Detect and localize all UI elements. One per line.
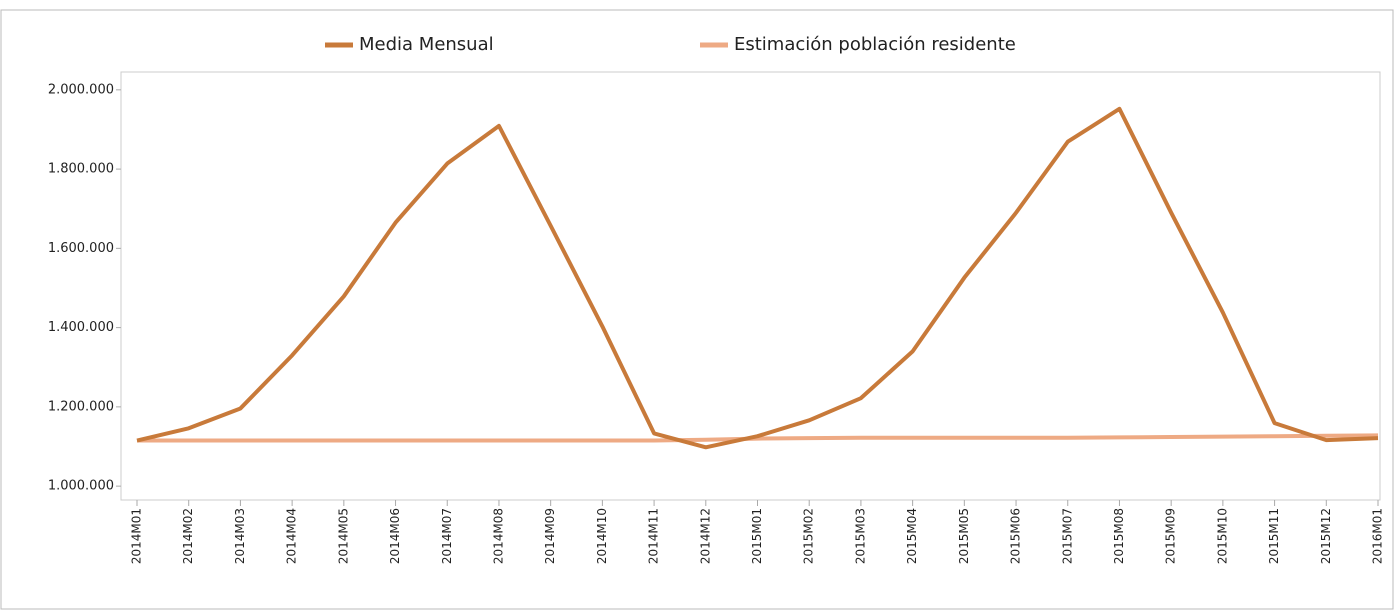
x-tick-label: 2014M06 xyxy=(388,508,402,564)
x-tick-label: 2015M12 xyxy=(1319,508,1333,564)
x-tick-label: 2016M01 xyxy=(1371,508,1385,564)
x-tick-label: 2015M08 xyxy=(1112,508,1126,564)
x-tick-label: 2014M07 xyxy=(440,508,454,564)
x-tick-label: 2014M05 xyxy=(336,508,350,564)
x-tick-label: 2015M05 xyxy=(957,508,971,564)
series-line xyxy=(137,433,1379,443)
x-tick-label: 2014M10 xyxy=(595,508,609,564)
x-tick-label: 2014M08 xyxy=(491,508,505,564)
chart-frame xyxy=(0,9,1394,610)
legend-label: Media Mensual xyxy=(359,34,494,55)
y-tick-label: 1.400.000 xyxy=(48,320,114,335)
y-tick-label: 1.600.000 xyxy=(48,241,114,256)
y-tick-label: 1.800.000 xyxy=(48,162,114,177)
plot-area xyxy=(120,71,1381,501)
x-tick-label: 2015M03 xyxy=(853,508,867,564)
x-tick-label: 2015M07 xyxy=(1060,508,1074,564)
x-tick-label: 2015M04 xyxy=(905,508,919,564)
x-tick-label: 2014M01 xyxy=(130,508,144,564)
legend-label: Estimación población residente xyxy=(734,34,1016,55)
x-tick-label: 2014M12 xyxy=(698,508,712,564)
y-tick-label: 1.000.000 xyxy=(48,479,114,494)
x-tick-label: 2014M03 xyxy=(233,508,247,564)
y-tick-label: 2.000.000 xyxy=(48,82,114,97)
x-tick-label: 2015M01 xyxy=(750,508,764,564)
x-tick-label: 2014M04 xyxy=(285,508,299,564)
x-tick-label: 2014M02 xyxy=(181,508,195,564)
x-tick-label: 2015M10 xyxy=(1215,508,1229,564)
x-tick-label: 2015M06 xyxy=(1009,508,1023,564)
x-tick-label: 2014M11 xyxy=(647,508,661,564)
x-tick-label: 2015M11 xyxy=(1267,508,1281,564)
x-tick-label: 2015M02 xyxy=(802,508,816,564)
y-tick-label: 1.200.000 xyxy=(48,399,114,414)
x-tick-label: 2015M09 xyxy=(1164,508,1178,564)
x-tick-label: 2014M09 xyxy=(543,508,557,564)
series-line xyxy=(136,106,1379,450)
